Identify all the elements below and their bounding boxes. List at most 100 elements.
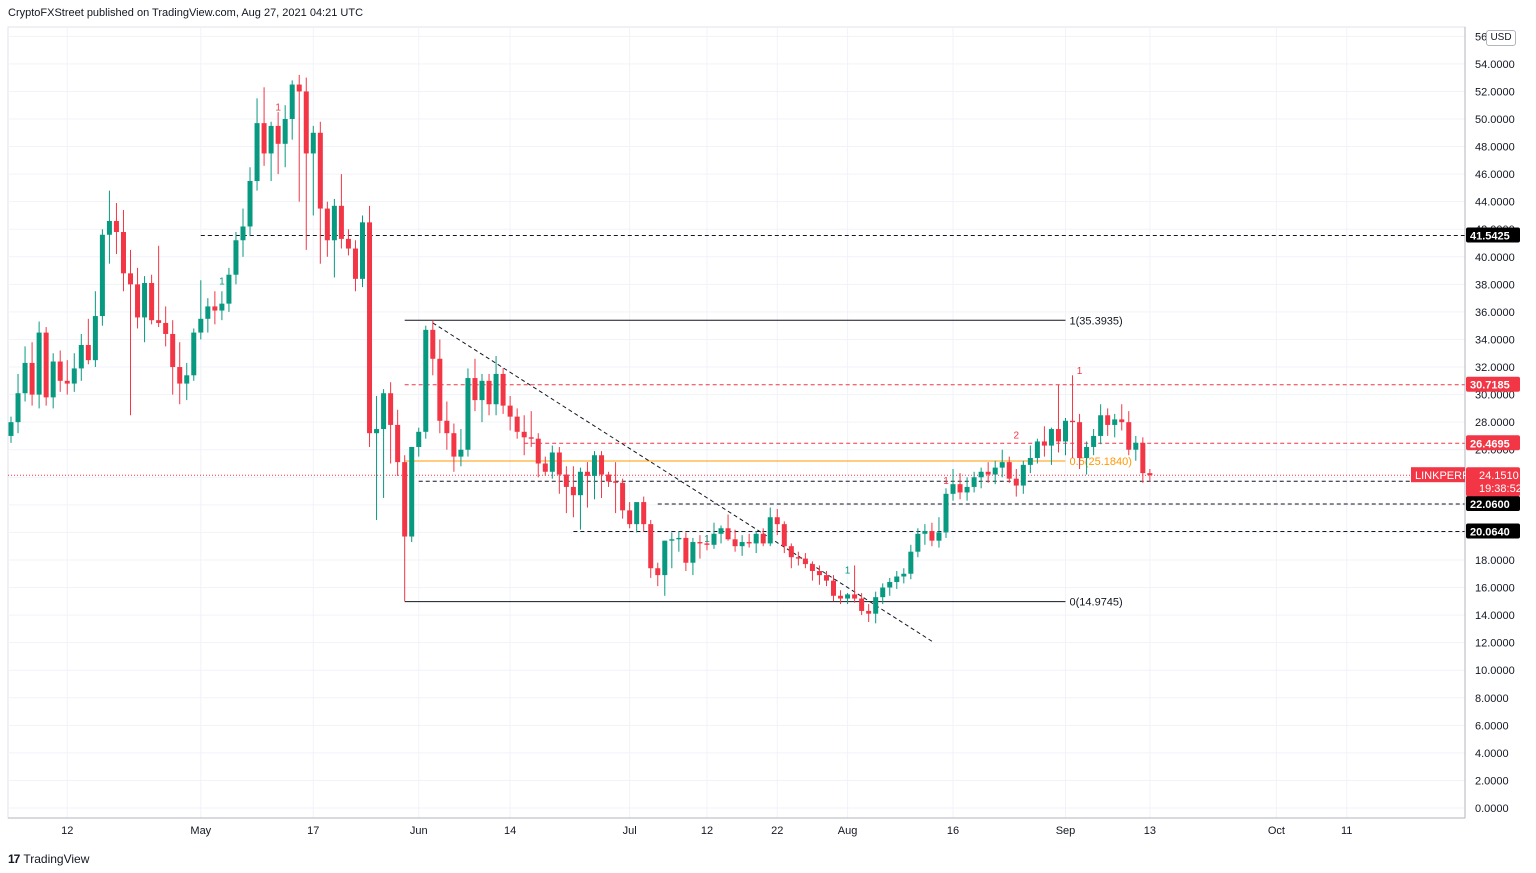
candle-body	[1126, 422, 1132, 450]
x-tick-label: 22	[771, 825, 783, 837]
candle	[99, 229, 105, 326]
candle-body	[901, 573, 907, 577]
candle-body	[113, 220, 119, 232]
candle	[345, 229, 351, 256]
sequence-marker: 1	[219, 276, 225, 287]
currency-button[interactable]: USD	[1486, 30, 1516, 46]
candle-body	[1070, 420, 1076, 423]
candle	[922, 524, 928, 545]
candle	[704, 535, 710, 551]
y-tick-label: 28.0000	[1475, 417, 1515, 429]
candle	[838, 590, 844, 605]
y-tick-label: 52.0000	[1475, 86, 1515, 98]
chart-header: CryptoFXStreet published on TradingView.c…	[8, 7, 366, 19]
candle	[1147, 469, 1153, 482]
candle	[247, 167, 253, 237]
candle	[163, 306, 169, 347]
grid-lines	[7, 26, 1466, 819]
candle-body	[838, 595, 844, 599]
candle-body	[472, 378, 478, 401]
candle	[978, 467, 984, 489]
candle-body	[845, 594, 851, 599]
candle	[289, 80, 295, 140]
candle-body	[247, 181, 253, 227]
sequence-marker: 1	[943, 476, 949, 487]
candle-body	[894, 576, 900, 583]
candle-body	[444, 420, 450, 434]
candle	[282, 105, 288, 168]
candle-body	[226, 274, 232, 304]
symbol-tag	[1411, 467, 1465, 483]
candle	[816, 565, 822, 585]
candle-body	[479, 380, 485, 401]
candle-body	[521, 431, 527, 438]
candle-body	[374, 429, 380, 434]
candle	[1098, 404, 1104, 445]
candle	[795, 551, 801, 566]
level-tag-label: 22.0600	[1470, 499, 1510, 511]
candle	[15, 373, 21, 434]
author-name: CryptoFXStreet	[8, 7, 84, 19]
candle	[725, 514, 731, 541]
x-tick-label: Aug	[838, 825, 858, 837]
published-info: published on TradingView.com, Aug 27, 20…	[86, 7, 364, 19]
candle-body	[697, 542, 703, 544]
candle-body	[395, 424, 401, 463]
level-tag	[1466, 496, 1520, 512]
candle-body	[345, 238, 351, 249]
x-tick-label: 17	[307, 825, 319, 837]
candle	[437, 339, 443, 434]
candle-body	[943, 493, 949, 533]
candle-body	[458, 449, 464, 457]
candle	[205, 298, 211, 333]
candle-body	[163, 322, 169, 334]
candle-body	[99, 234, 105, 317]
candle	[845, 593, 851, 605]
level-tag-label: 26.4695	[1470, 438, 1510, 450]
candle	[514, 408, 520, 439]
candle	[683, 532, 689, 571]
candle-body	[852, 594, 858, 599]
candle-body	[859, 598, 865, 611]
x-tick-label: 11	[1341, 825, 1352, 837]
candle	[577, 467, 583, 530]
candle	[570, 466, 576, 518]
candle	[226, 267, 232, 312]
candle	[662, 540, 668, 596]
candle-body	[184, 375, 190, 384]
candle-body	[866, 610, 872, 614]
candle	[1013, 469, 1019, 497]
candle-body	[465, 378, 471, 450]
candle	[50, 353, 56, 409]
trendline	[432, 322, 933, 642]
candle-body	[570, 486, 576, 496]
last-price-label: 24.1510	[1479, 470, 1519, 482]
candle	[303, 77, 309, 250]
candle	[591, 451, 597, 500]
candle	[894, 570, 900, 589]
candle-body	[191, 332, 197, 376]
candle-body	[1063, 420, 1068, 442]
candle-body	[1048, 429, 1054, 446]
fib-retracement: 1(35.3935) 0.5(25.1840) 0(14.9745)	[404, 315, 1132, 609]
candle-body	[15, 393, 21, 423]
candle-body	[416, 431, 422, 447]
candle	[275, 112, 281, 175]
candle-body	[915, 533, 921, 552]
candle	[92, 291, 98, 368]
x-tick-label: Jun	[410, 825, 428, 837]
candle-body	[500, 373, 506, 406]
y-tick-label: 18.0000	[1475, 555, 1515, 567]
candle-body	[887, 582, 893, 588]
candle-body	[739, 542, 745, 547]
candle	[1070, 375, 1076, 458]
candle	[1006, 456, 1012, 483]
candle-body	[788, 546, 794, 558]
candle-body	[971, 477, 977, 487]
candle	[648, 519, 654, 578]
candle-body	[831, 580, 837, 596]
y-tick-label: 8.0000	[1475, 693, 1509, 705]
x-tick-label: 16	[947, 825, 959, 837]
y-tick-label: 44.0000	[1475, 197, 1515, 209]
